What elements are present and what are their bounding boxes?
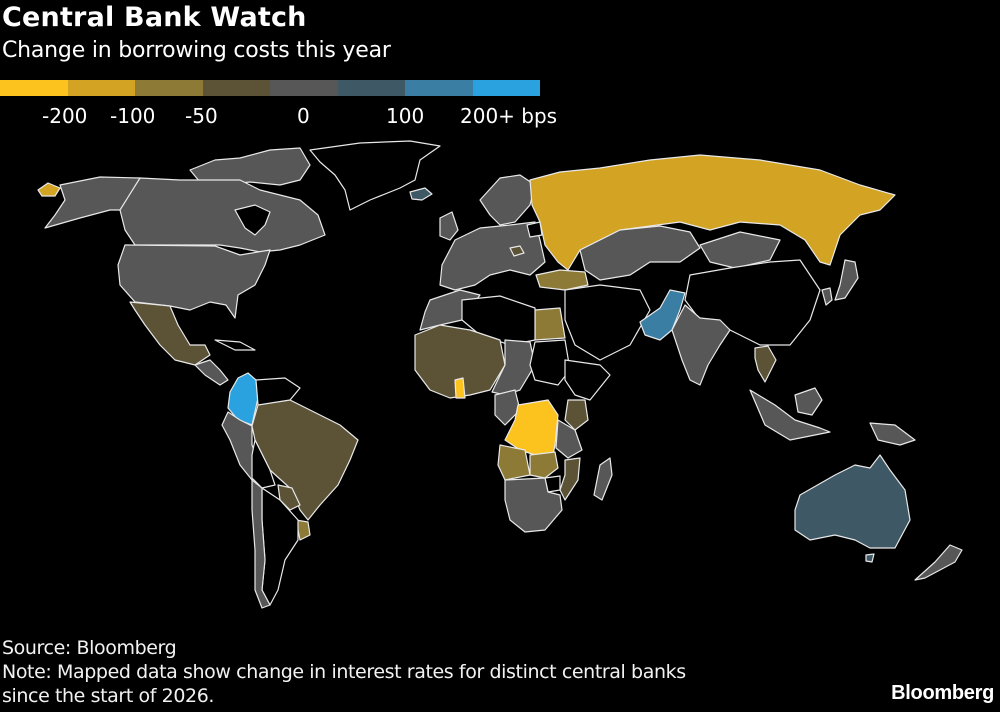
- region-middle-east: [564, 284, 651, 361]
- legend-swatch: [405, 80, 473, 96]
- source-text: Source: Bloomberg: [2, 637, 177, 659]
- region-egypt: [534, 307, 566, 341]
- region-chile: [251, 479, 271, 609]
- region-pakistan: [639, 289, 686, 341]
- legend-swatch: [67, 80, 135, 96]
- color-legend: [0, 80, 540, 96]
- region-scandinavia: [479, 174, 536, 226]
- region-usa: [117, 244, 271, 319]
- chart-footer: Source: Bloomberg Note: Mapped data show…: [2, 636, 686, 708]
- region-mongolia: [699, 231, 781, 269]
- legend-swatch: [135, 80, 203, 96]
- region-kenya: [564, 399, 589, 431]
- region-madagascar: [593, 457, 613, 501]
- world-map: [37, 140, 963, 609]
- legend-swatch: [270, 80, 338, 96]
- region-thailand: [754, 345, 777, 383]
- region-mexico: [129, 301, 211, 366]
- chart-subtitle: Change in borrowing costs this year: [2, 38, 391, 63]
- region-ghana: [454, 377, 466, 399]
- region-central-america: [194, 359, 229, 386]
- region-uk: [439, 211, 459, 241]
- region-india: [671, 304, 731, 386]
- region-belarus: [526, 221, 543, 238]
- region-greenland: [309, 140, 441, 211]
- region-indonesia: [749, 389, 831, 441]
- region-japan: [834, 259, 859, 301]
- region-sudan: [529, 339, 571, 386]
- region-cuba: [214, 339, 256, 351]
- region-south-africa: [504, 477, 563, 533]
- region-paraguay: [277, 484, 301, 511]
- legend-label: -200: [42, 104, 88, 128]
- region-horn-africa: [564, 359, 611, 401]
- legend-label: -100: [110, 104, 156, 128]
- legend-label: 100: [386, 104, 425, 128]
- legend-label: -50: [185, 104, 218, 128]
- legend-swatch: [472, 80, 540, 96]
- region-turkey: [535, 269, 589, 291]
- region-angola: [497, 444, 531, 481]
- region-alaska: [44, 176, 141, 229]
- region-canada: [119, 177, 326, 253]
- bloomberg-logo: Bloomberg: [891, 682, 994, 704]
- region-borneo: [794, 387, 823, 416]
- region-tanzania: [555, 419, 583, 459]
- region-australia: [794, 454, 911, 549]
- region-uruguay: [295, 519, 311, 541]
- legend-labels: -200 -100 -50 0 100 200+ bps: [0, 104, 600, 130]
- note-text-line2: since the start of 2026.: [2, 685, 215, 707]
- region-new-zealand: [914, 544, 963, 581]
- legend-label: 0: [297, 104, 310, 128]
- region-hudson-bay: [234, 204, 271, 236]
- region-mozambique: [559, 457, 581, 501]
- legend-swatch: [337, 80, 405, 96]
- region-small-gold: [37, 182, 61, 197]
- legend-label: 200+ bps: [460, 104, 558, 128]
- region-russia: [529, 154, 896, 271]
- region-iceland: [409, 187, 433, 201]
- region-europe: [439, 221, 546, 291]
- region-png: [869, 422, 916, 446]
- region-west-africa: [414, 324, 506, 399]
- region-cameroon: [494, 389, 521, 426]
- region-hungary: [509, 245, 525, 257]
- region-zambia: [529, 451, 559, 479]
- region-korea: [821, 287, 833, 306]
- legend-swatch: [202, 80, 270, 96]
- legend-swatch: [0, 80, 68, 96]
- region-tasmania: [865, 553, 875, 563]
- chart-title: Central Bank Watch: [2, 2, 307, 33]
- note-text-line1: Note: Mapped data show change in interes…: [2, 661, 686, 683]
- region-kazakhstan: [579, 225, 701, 281]
